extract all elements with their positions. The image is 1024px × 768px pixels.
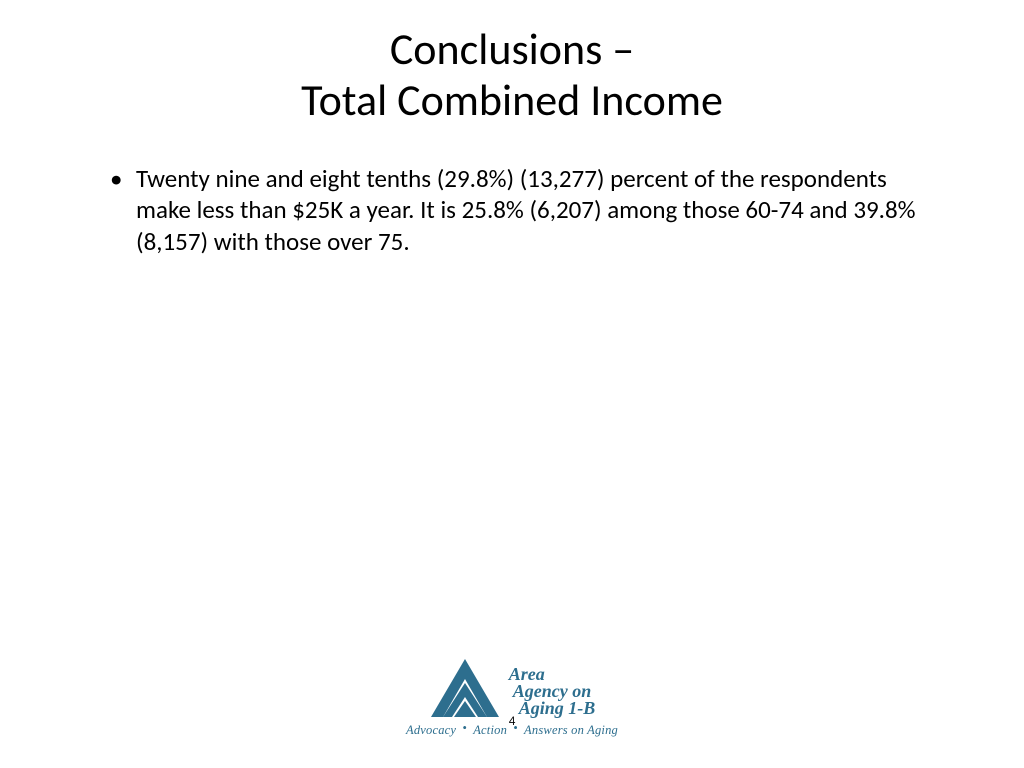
slide-title: Conclusions – Total Combined Income: [0, 0, 1024, 125]
page-number: 4: [509, 714, 516, 729]
triangle-logo-icon: [429, 657, 501, 719]
tagline-part-2: Action: [473, 723, 507, 737]
logo-top-row: Area Agency on Aging 1-B: [406, 657, 618, 719]
logo-text: Area Agency on Aging 1-B: [509, 666, 596, 719]
bullet-item: • Twenty nine and eight tenths (29.8%) (…: [108, 163, 934, 257]
title-line-1: Conclusions –: [0, 24, 1024, 75]
bullet-text: Twenty nine and eight tenths (29.8%) (13…: [136, 163, 934, 257]
bullet-marker: •: [108, 163, 136, 257]
tagline-part-1: Advocacy: [406, 723, 456, 737]
slide-body: • Twenty nine and eight tenths (29.8%) (…: [0, 125, 1024, 257]
tagline-sep-1: •: [463, 721, 468, 735]
logo-text-line-3: Aging 1-B: [509, 700, 596, 717]
title-line-2: Total Combined Income: [0, 75, 1024, 126]
tagline-part-3: Answers on Aging: [524, 723, 618, 737]
